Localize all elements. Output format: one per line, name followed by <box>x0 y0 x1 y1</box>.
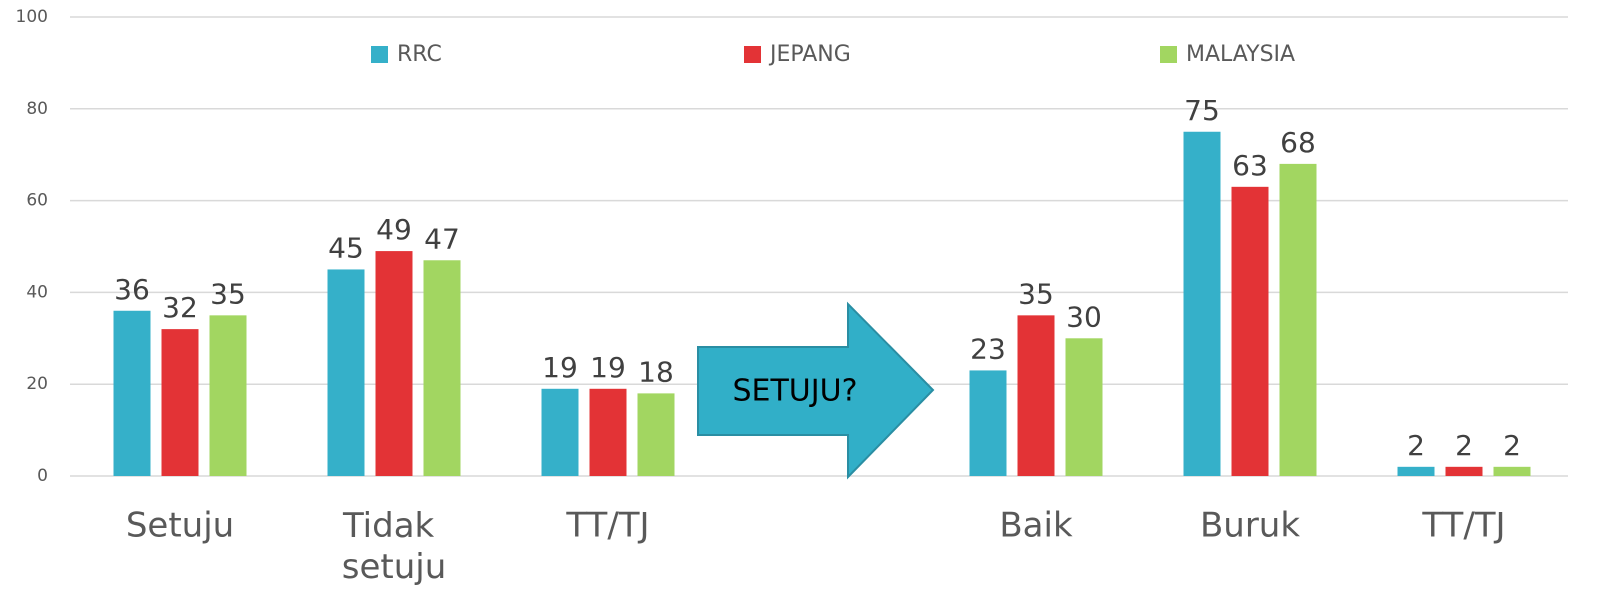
data-label: 35 <box>1018 277 1054 310</box>
data-label: 35 <box>210 277 246 310</box>
data-label: 19 <box>542 351 578 384</box>
data-label: 2 <box>1455 429 1473 462</box>
data-label: 47 <box>424 222 460 255</box>
bar <box>327 269 365 476</box>
y-tick-label: 100 <box>16 7 48 27</box>
arrow-shape <box>697 301 935 480</box>
bar <box>589 388 627 476</box>
bar <box>1065 338 1103 476</box>
legend-swatch <box>744 46 761 63</box>
plot: 0 20 40 60 80 100 Setuju 36 32 35 Tidak setuju 45 49… <box>16 7 1568 587</box>
y-tick-label: 0 <box>37 466 48 486</box>
data-label: 30 <box>1066 300 1102 333</box>
bar <box>969 370 1007 476</box>
bar <box>637 393 675 476</box>
bar <box>1279 163 1317 476</box>
bar <box>1017 315 1055 476</box>
x-tick-label: Setuju <box>126 506 234 546</box>
data-label: 2 <box>1503 429 1521 462</box>
x-tick-label: Tidak setuju <box>342 506 447 587</box>
bar <box>1397 466 1435 476</box>
bar <box>113 310 151 476</box>
data-label: 36 <box>114 273 150 306</box>
data-label: 18 <box>638 355 674 388</box>
data-label: 63 <box>1232 149 1268 182</box>
bar <box>423 260 461 476</box>
bar <box>1445 466 1483 476</box>
annotation: SETUJU? <box>732 374 857 409</box>
data-label: 45 <box>328 231 364 264</box>
data-label: 32 <box>162 291 198 324</box>
legend-swatch <box>371 46 388 63</box>
bar <box>375 251 413 476</box>
data-label: 2 <box>1407 429 1425 462</box>
arrow: SETUJU? <box>697 301 935 480</box>
data-label: 23 <box>970 332 1006 365</box>
y-tick-label: 80 <box>26 99 48 119</box>
x-tick-label: TT/TJ <box>565 506 649 546</box>
legend-label: RRC <box>397 42 442 67</box>
y-tick-label: 20 <box>26 374 48 394</box>
x-tick-label: Baik <box>999 506 1073 546</box>
bar <box>541 388 579 476</box>
bar <box>1493 466 1531 476</box>
legend-label: MALAYSIA <box>1186 42 1295 67</box>
y-tick-label: 40 <box>26 282 48 302</box>
bar <box>1231 186 1269 476</box>
legend-swatch <box>1160 46 1177 63</box>
data-label: 19 <box>590 351 626 384</box>
x-tick-label: TT/TJ <box>1421 506 1505 546</box>
bar <box>209 315 247 476</box>
legend-label: JEPANG <box>768 42 851 67</box>
y-tick-label: 60 <box>26 191 48 211</box>
data-label: 49 <box>376 213 412 246</box>
bar <box>161 329 199 476</box>
bar <box>1183 131 1221 476</box>
data-label: 68 <box>1280 126 1316 159</box>
x-tick-label: Buruk <box>1200 506 1300 546</box>
data-label: 75 <box>1184 94 1220 127</box>
